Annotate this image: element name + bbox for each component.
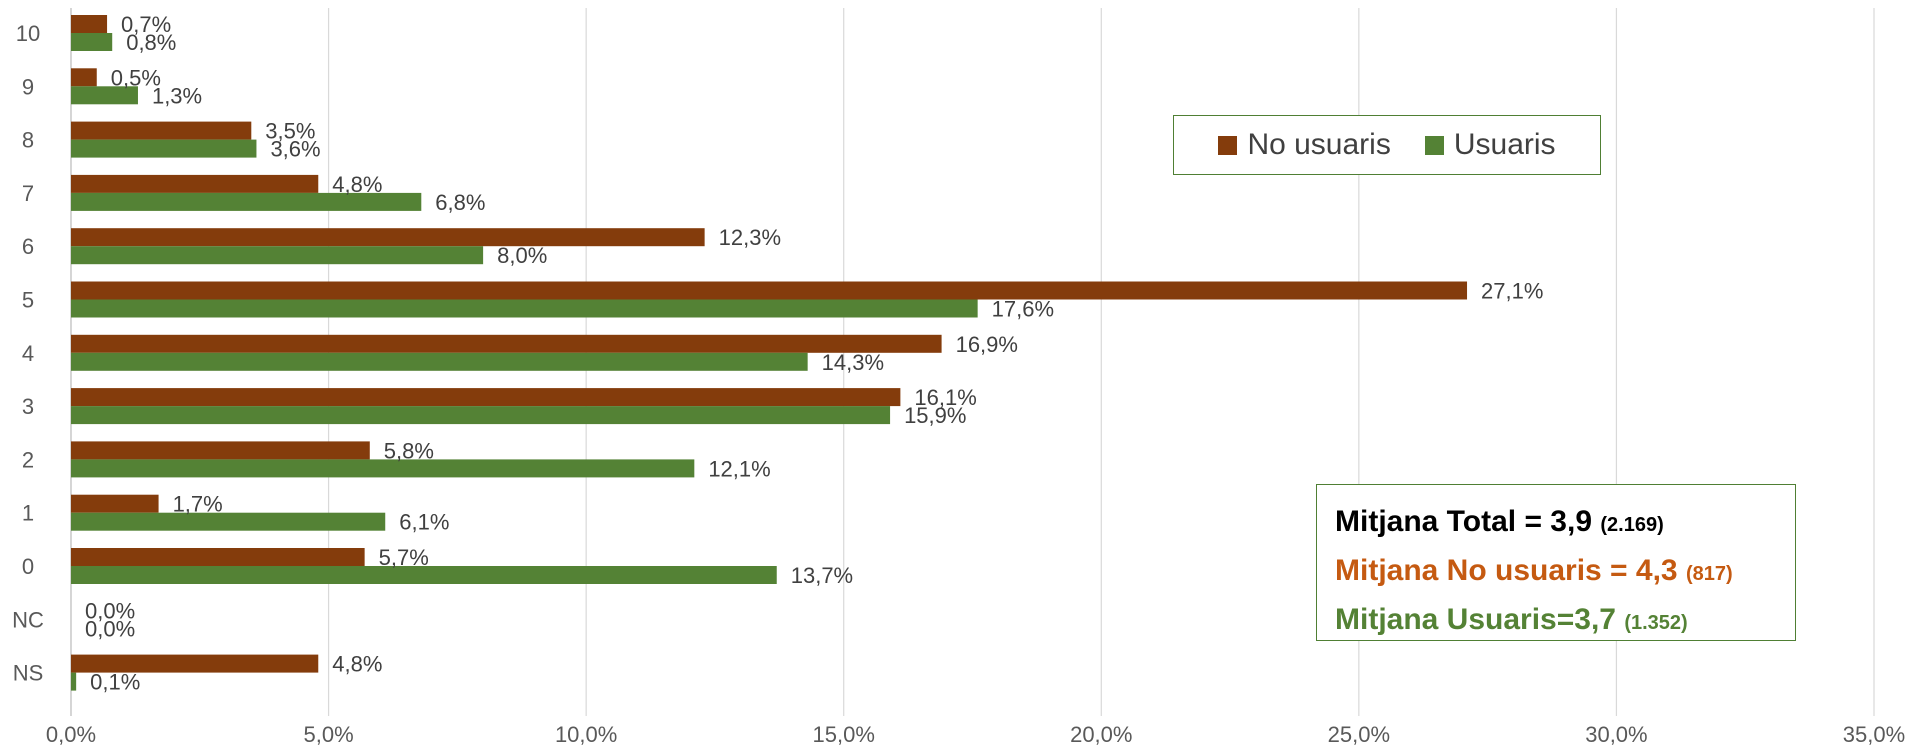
mean-usuaris-n: (1.352) xyxy=(1624,612,1688,634)
category-label: NS xyxy=(13,661,44,686)
bar-no-usuaris xyxy=(71,494,159,513)
bar-no-usuaris xyxy=(71,228,705,247)
data-label: 0,1% xyxy=(90,670,140,695)
data-label: 5,8% xyxy=(384,438,434,463)
data-label: 6,1% xyxy=(399,510,449,535)
data-label: 0,7% xyxy=(121,12,171,37)
data-labels: 0,7%0,8% 0,5%1,3% 3,5%3,6% 4,8% 6,8% 12,3% 8,0… xyxy=(85,12,1543,695)
data-label: 13,7% xyxy=(791,563,853,588)
bar-no-usuaris xyxy=(71,388,901,407)
chart-bars xyxy=(71,15,1468,691)
legend-swatch-usuaris xyxy=(1424,135,1444,155)
chart-legend: No usuaris Usuaris xyxy=(1173,115,1601,175)
x-tick-label: 10,0% xyxy=(555,722,617,747)
legend-label-usuaris: Usuaris xyxy=(1453,128,1556,161)
bar-usuaris xyxy=(71,352,808,371)
mean-no-usuaris-label: Mitjana No usuaris = 4,3 xyxy=(1335,554,1678,587)
data-label: 4,8% xyxy=(332,172,382,197)
bar-usuaris xyxy=(71,86,138,105)
bar-usuaris xyxy=(71,672,77,691)
x-tick-label: 30,0% xyxy=(1585,722,1647,747)
legend-swatch-no-usuaris xyxy=(1218,135,1238,155)
legend-item-usuaris: Usuaris xyxy=(1424,128,1556,162)
x-tick-label: 25,0% xyxy=(1328,722,1390,747)
mean-no-usuaris-n: (817) xyxy=(1685,563,1733,585)
data-label: 4,8% xyxy=(332,652,382,677)
data-label: 15,9% xyxy=(904,403,966,428)
data-label: 0,5% xyxy=(111,65,161,90)
category-label: 6 xyxy=(22,234,34,259)
data-label: 1,3% xyxy=(152,83,202,108)
x-tick-label: 5,0% xyxy=(303,722,353,747)
bar-no-usuaris xyxy=(71,15,108,33)
bar-no-usuaris xyxy=(71,441,370,460)
data-label: 17,6% xyxy=(992,297,1054,322)
bar-usuaris xyxy=(71,246,484,265)
x-axis: 0,0% 5,0% 10,0% 15,0% 20,0% 25,0% 30,0% 35,0% xyxy=(46,722,1905,747)
data-label: 1,7% xyxy=(173,492,223,517)
data-label: 16,1% xyxy=(914,385,976,410)
bar-no-usuaris xyxy=(71,334,942,353)
data-label: 5,7% xyxy=(379,545,429,570)
x-tick-label: 0,0% xyxy=(46,722,96,747)
data-label: 27,1% xyxy=(1481,279,1543,304)
bar-usuaris xyxy=(71,139,257,158)
mean-usuaris-line: Mitjana Usuaris=3,7 (1.352) xyxy=(1335,597,1777,646)
legend-item-no-usuaris: No usuaris xyxy=(1218,128,1391,162)
category-label: 0 xyxy=(22,554,34,579)
bar-usuaris xyxy=(71,459,695,478)
bar-usuaris xyxy=(71,566,777,584)
category-label: 4 xyxy=(22,341,34,366)
data-label: 0,0% xyxy=(85,598,135,623)
data-label: 0,0% xyxy=(85,616,135,641)
bar-no-usuaris xyxy=(71,174,319,193)
x-tick-label: 15,0% xyxy=(813,722,875,747)
data-label: 14,3% xyxy=(822,350,884,375)
bar-no-usuaris xyxy=(71,548,365,566)
bar-usuaris xyxy=(71,33,113,51)
bar-usuaris xyxy=(71,299,978,318)
mean-total-n: (2.169) xyxy=(1600,514,1664,536)
data-label: 12,3% xyxy=(719,225,781,250)
data-label: 6,8% xyxy=(435,190,485,215)
category-label: 9 xyxy=(22,74,34,99)
bar-no-usuaris xyxy=(71,281,1468,300)
category-label: 3 xyxy=(22,394,34,419)
data-label: 3,6% xyxy=(270,137,320,162)
bar-usuaris xyxy=(71,512,386,531)
mean-no-usuaris-line: Mitjana No usuaris = 4,3 (817) xyxy=(1335,548,1777,597)
data-label: 16,9% xyxy=(956,332,1018,357)
bar-usuaris xyxy=(71,406,891,425)
category-label: 2 xyxy=(22,447,34,472)
mean-total-label: Mitjana Total = 3,9 xyxy=(1335,505,1593,538)
data-label: 3,5% xyxy=(265,119,315,144)
category-label: 8 xyxy=(22,128,34,153)
data-label: 0,8% xyxy=(126,30,176,55)
data-label: 12,1% xyxy=(708,456,770,481)
legend-label-no-usuaris: No usuaris xyxy=(1247,128,1391,161)
category-label: NC xyxy=(12,607,44,632)
category-label: 7 xyxy=(22,181,34,206)
data-label: 8,0% xyxy=(497,243,547,268)
mean-total-line: Mitjana Total = 3,9 (2.169) xyxy=(1335,499,1777,548)
bar-no-usuaris xyxy=(71,68,97,87)
category-label: 1 xyxy=(22,501,34,526)
x-tick-label: 20,0% xyxy=(1070,722,1132,747)
mean-usuaris-label: Mitjana Usuaris=3,7 xyxy=(1335,603,1616,636)
mean-summary-box: Mitjana Total = 3,9 (2.169) Mitjana No u… xyxy=(1316,484,1796,641)
bar-no-usuaris xyxy=(71,121,252,140)
bar-usuaris xyxy=(71,192,422,211)
x-tick-label: 35,0% xyxy=(1843,722,1905,747)
bar-no-usuaris xyxy=(71,654,319,673)
category-label: 10 xyxy=(16,21,40,46)
category-label: 5 xyxy=(22,288,34,313)
